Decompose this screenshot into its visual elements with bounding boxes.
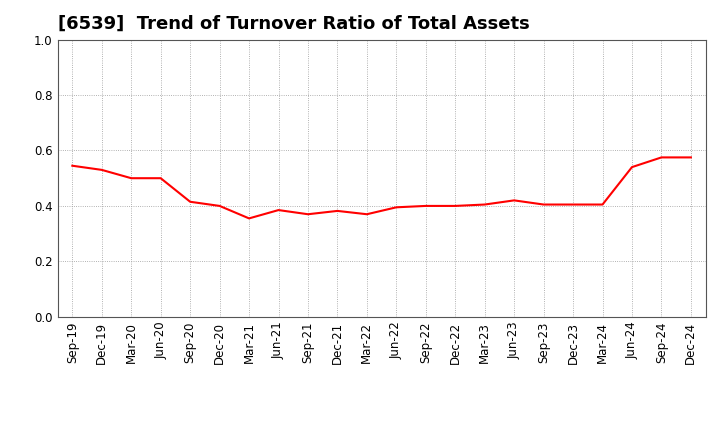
Text: [6539]  Trend of Turnover Ratio of Total Assets: [6539] Trend of Turnover Ratio of Total … (58, 15, 529, 33)
